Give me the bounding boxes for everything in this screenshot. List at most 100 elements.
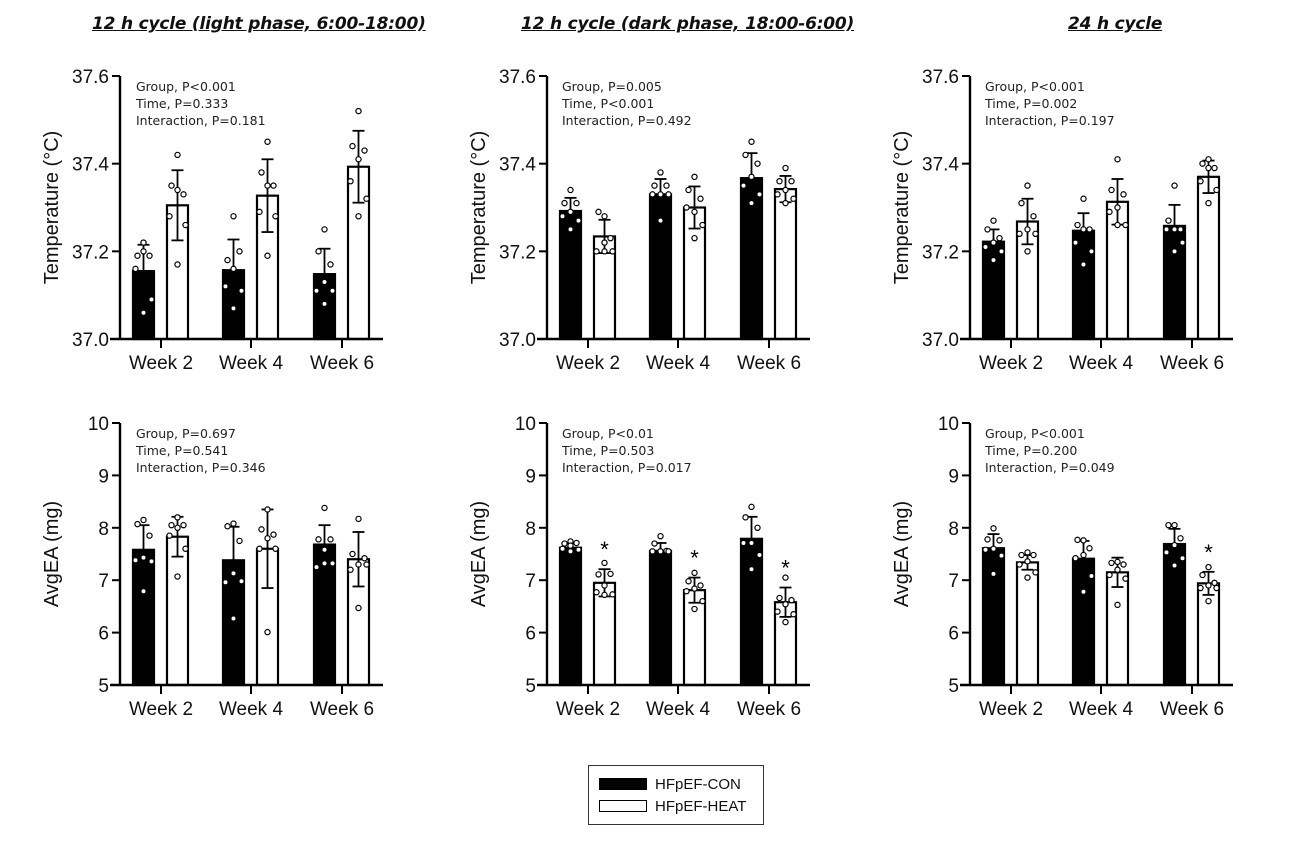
data-point	[1072, 554, 1079, 562]
x-tick-label: Week 4	[1069, 699, 1134, 720]
data-point	[573, 199, 580, 207]
data-point	[1171, 248, 1178, 255]
data-point	[657, 191, 664, 198]
data-point	[1080, 261, 1087, 268]
data-point	[567, 542, 574, 549]
data-point	[691, 234, 698, 242]
data-point	[347, 177, 354, 185]
y-tick-label: 6	[525, 624, 536, 645]
y-tick-label: 8	[98, 519, 109, 540]
data-point	[754, 524, 761, 532]
significance-marker: *	[1204, 540, 1213, 565]
data-point	[601, 591, 608, 599]
data-point	[1032, 569, 1039, 576]
legend-item-con: HFpEF-CON	[599, 774, 741, 794]
data-point	[657, 548, 664, 555]
data-point	[567, 208, 574, 216]
data-point	[1072, 239, 1079, 246]
data-point	[990, 570, 997, 578]
stats-annotation: Interaction, P=0.492	[562, 113, 692, 128]
data-point	[1114, 221, 1121, 229]
x-tick-label: Week 2	[979, 699, 1043, 720]
data-point	[174, 514, 181, 521]
x-tick-label: Week 6	[737, 353, 801, 374]
data-point	[742, 514, 749, 521]
data-point	[256, 208, 263, 216]
data-point	[1179, 554, 1186, 562]
legend-label-con: HFpEF-CON	[655, 775, 741, 793]
data-point	[1199, 571, 1206, 579]
data-point	[990, 239, 997, 246]
significance-marker: *	[690, 546, 699, 571]
stats-annotation: Interaction, P=0.346	[136, 460, 266, 475]
panel-title-dark-phase: 12 h cycle (dark phase, 18:00-6:00)	[521, 14, 855, 34]
data-point	[140, 309, 147, 316]
data-point	[691, 605, 698, 613]
x-tick-label: Week 2	[129, 699, 193, 720]
data-point	[236, 248, 243, 255]
data-point	[1177, 226, 1184, 233]
bar-con	[131, 548, 156, 687]
data-point	[1114, 558, 1121, 566]
bar-heat	[773, 187, 798, 341]
data-point	[224, 256, 231, 264]
data-point	[782, 199, 789, 207]
data-point	[1171, 226, 1178, 233]
data-point	[657, 169, 664, 176]
data-point	[607, 234, 614, 242]
data-point	[782, 164, 789, 172]
y-tick-label: 37.2	[922, 242, 959, 263]
data-point	[1086, 545, 1093, 552]
data-point	[782, 574, 789, 581]
data-point	[782, 186, 789, 194]
chart-panel-1: Temperature (°C) Group, P<0.001 Time, P=0.…	[41, 67, 383, 374]
data-point	[1177, 535, 1184, 542]
data-point	[1088, 248, 1095, 255]
data-point	[575, 217, 582, 224]
significance-marker: *	[600, 537, 609, 562]
data-point	[1032, 230, 1039, 237]
data-point	[1163, 226, 1170, 233]
data-point	[256, 545, 263, 552]
data-point	[132, 557, 139, 564]
data-point	[238, 287, 245, 294]
bar-con	[1071, 229, 1096, 341]
data-point	[982, 546, 989, 554]
y-tick-label: 8	[948, 519, 959, 540]
data-point	[1080, 537, 1087, 544]
data-point	[609, 591, 616, 598]
data-point	[321, 278, 328, 286]
data-point	[148, 558, 155, 565]
data-point	[774, 608, 781, 615]
data-point	[748, 199, 755, 207]
stats-annotation: Interaction, P=0.017	[562, 460, 692, 475]
data-point	[788, 177, 795, 185]
data-point	[264, 535, 271, 542]
data-point	[601, 582, 608, 589]
data-point	[258, 526, 265, 533]
data-point	[575, 546, 582, 554]
data-point	[1114, 601, 1121, 609]
data-point	[1211, 579, 1218, 587]
y-axis-label: Temperature (°C)	[891, 131, 913, 285]
bar-con	[131, 269, 156, 341]
data-point	[1074, 536, 1081, 544]
data-point	[1171, 562, 1178, 569]
data-point	[230, 305, 237, 312]
data-point	[685, 186, 692, 194]
data-point	[998, 248, 1005, 255]
y-tick-label: 7	[98, 571, 109, 592]
data-point	[182, 545, 189, 552]
data-point	[788, 596, 795, 604]
data-point	[1211, 164, 1218, 172]
data-point	[651, 182, 658, 189]
bar-con	[648, 549, 673, 687]
data-point	[990, 217, 997, 224]
data-point	[1108, 186, 1115, 194]
panel-title-light-phase: 12 h cycle (light phase, 6:00-18:00)	[92, 14, 426, 34]
y-tick-label: 10	[938, 414, 959, 435]
data-point	[984, 226, 991, 233]
data-point	[1205, 199, 1212, 207]
data-point	[1024, 574, 1031, 581]
data-point	[321, 560, 328, 567]
